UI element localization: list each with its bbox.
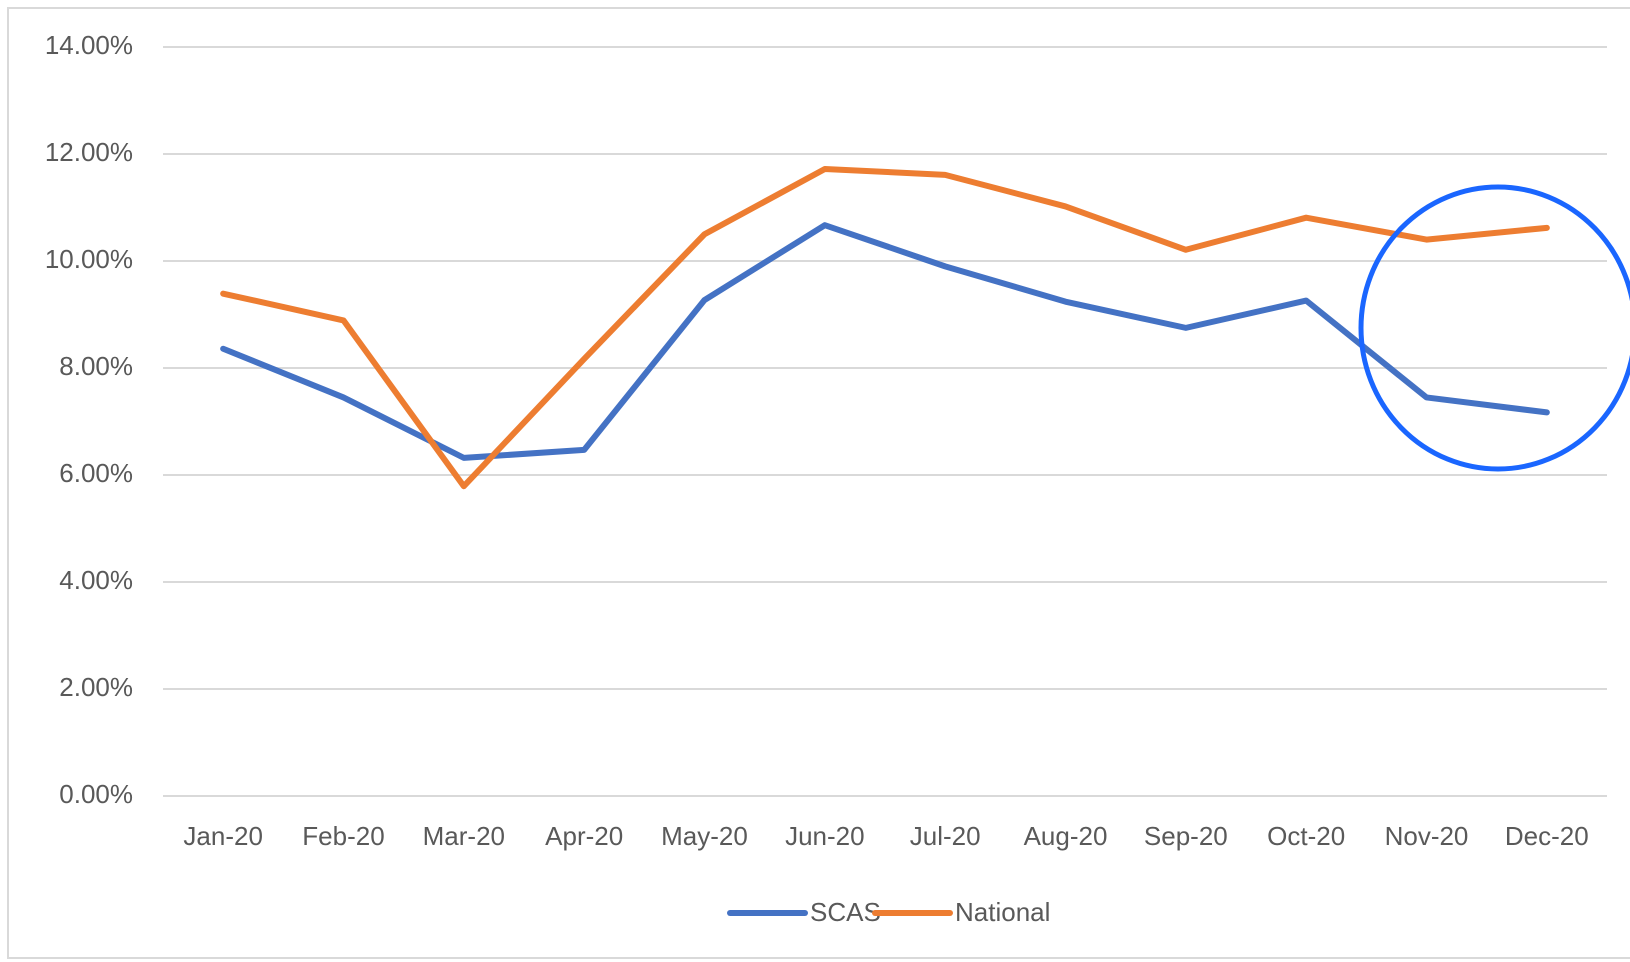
- y-tick-label: 2.00%: [59, 672, 133, 702]
- data-line: [220, 222, 1550, 461]
- y-tick-label: 8.00%: [59, 351, 133, 381]
- x-tick-label: Jan-20: [183, 821, 263, 851]
- x-tick-label: Oct-20: [1267, 821, 1345, 851]
- lines: [220, 165, 1550, 490]
- grid: [163, 46, 1607, 797]
- y-tick-label: 12.00%: [45, 137, 133, 167]
- x-tick-label: Dec-20: [1505, 821, 1589, 851]
- highlight-circle: [1358, 184, 1630, 472]
- y-tick-label: 10.00%: [45, 244, 133, 274]
- x-tick-label: Jul-20: [910, 821, 981, 851]
- x-tick-label: Feb-20: [302, 821, 384, 851]
- legend-label: National: [955, 897, 1050, 927]
- x-tick-label: Jun-20: [785, 821, 865, 851]
- y-tick-label: 0.00%: [59, 779, 133, 809]
- x-tick-label: Nov-20: [1385, 821, 1469, 851]
- x-tick-label: May-20: [661, 821, 748, 851]
- y-tick-label: 4.00%: [59, 565, 133, 595]
- chart-frame: [7, 7, 1630, 959]
- x-tick-label: Aug-20: [1024, 821, 1108, 851]
- x-tick-label: Mar-20: [423, 821, 505, 851]
- legend-label: SCAS: [810, 897, 881, 927]
- data-line: [220, 165, 1550, 490]
- x-tick-label: Apr-20: [545, 821, 623, 851]
- x-tick-label: Sep-20: [1144, 821, 1228, 851]
- y-tick-label: 6.00%: [59, 458, 133, 488]
- y-tick-label: 14.00%: [45, 30, 133, 60]
